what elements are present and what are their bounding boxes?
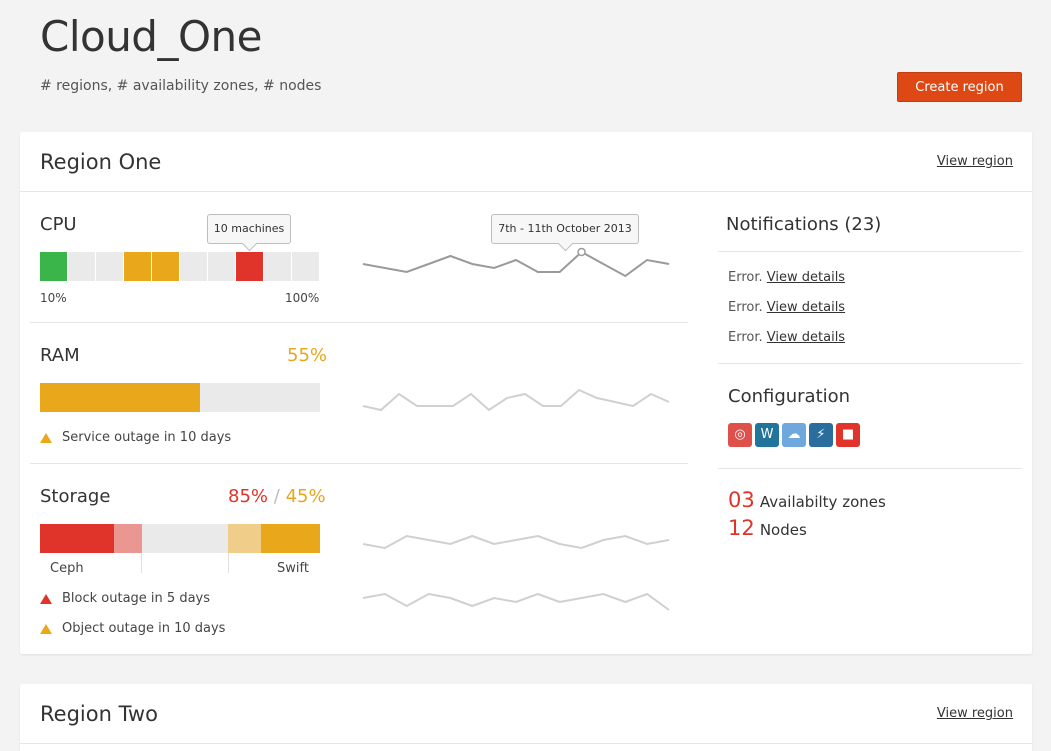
ceph-label: Ceph [50,561,84,576]
region-title: Region Two [40,702,158,726]
wordpress-icon[interactable]: W [755,423,779,447]
storage-object-sparkline [362,592,670,611]
create-region-button[interactable]: Create region [897,72,1022,102]
ram-bar-fill [40,383,200,412]
ram-percent: 55% [287,345,328,366]
storage-tick [141,553,142,573]
cpu-sparkline [362,247,670,278]
block-outage-alert: Block outage in 5 days [62,591,211,606]
ram-label: RAM [40,345,80,366]
divider [718,468,1022,469]
warning-icon [40,433,52,443]
cpu-cell-empty [180,252,207,281]
ram-bar [40,383,320,412]
cpu-cell-empty [68,252,95,281]
notifications-title: Notifications (23) [726,214,882,235]
cpu-cell-orange [152,252,179,281]
ceph-used-segment [40,524,114,553]
storage-percent-object: 45% [285,486,326,507]
error-icon [40,594,52,604]
cpu-cell-red [236,252,263,281]
sparkline-path [362,592,670,611]
swift-used-segment [261,524,320,553]
storage-tick [228,553,229,573]
ram-alert: Service outage in 10 days [62,430,232,445]
notification-item: Error. View details [728,300,846,315]
cpu-machines-tooltip: 10 machines [207,214,291,244]
cpu-cell-empty [208,252,235,281]
warning-icon [40,624,52,634]
zones-label: Availabilty zones [759,493,886,511]
region-one-card: Region One View region CPU 10 machines 1… [20,132,1032,654]
view-region-link[interactable]: View region [936,154,1013,169]
sparkline-path [362,534,670,550]
storage-percent: 85% / 45% [228,486,326,507]
configuration-icons: ◎ W ☁ ⚡ ■ [728,423,888,447]
region-title: Region One [40,150,162,174]
ram-sparkline [362,388,670,412]
zones-stat: 03 Availabilty zones [728,488,886,512]
region-two-header: Region Two View region [20,684,1032,744]
juju-icon[interactable]: ■ [836,423,860,447]
cpu-cell-orange [124,252,151,281]
cpu-label: CPU [40,214,77,235]
divider [30,463,688,464]
cpu-cell-empty [264,252,291,281]
swift-reserved-segment [228,524,261,553]
divider [718,251,1022,252]
cpu-cell-green [40,252,67,281]
sparkline-path [362,388,670,412]
notification-item: Error. View details [728,330,846,345]
nodes-stat: 12 Nodes [728,516,807,540]
swift-label: Swift [277,561,309,576]
cpu-cell-empty [292,252,319,281]
cpu-min-label: 10% [40,291,67,305]
view-details-link[interactable]: View details [766,270,846,285]
configuration-title: Configuration [728,386,851,407]
notification-item: Error. View details [728,270,846,285]
page-subtitle: # regions, # availability zones, # nodes [40,78,322,94]
cpu-max-label: 100% [285,291,320,305]
nodes-count: 12 [728,516,755,540]
sparkline-highlight-point[interactable] [577,247,586,257]
mysql-icon[interactable]: ⚡ [809,423,833,447]
view-details-link[interactable]: View details [766,300,846,315]
storage-percent-block: 85% [228,486,269,507]
cpu-bar [40,252,320,281]
storage-label: Storage [40,486,111,507]
page-title: Cloud_One [40,12,263,61]
region-one-header: Region One View region [20,132,1032,192]
nodes-label: Nodes [759,521,807,539]
storage-bar [40,524,320,553]
ceph-reserved-segment [114,524,142,553]
object-outage-alert: Object outage in 10 days [62,621,226,636]
openstack-icon[interactable]: ◎ [728,423,752,447]
region-two-card: Region Two View region [20,684,1032,751]
cpu-cell-empty [96,252,123,281]
sparkline-path [362,250,670,278]
view-region-link[interactable]: View region [936,706,1013,721]
hadoop-icon[interactable]: ☁ [782,423,806,447]
divider [718,363,1022,364]
divider [30,322,688,323]
storage-block-sparkline [362,534,670,550]
view-details-link[interactable]: View details [766,330,846,345]
storage-percent-separator: / [273,486,280,507]
date-range-tooltip: 7th - 11th October 2013 [491,214,639,244]
zones-count: 03 [728,488,755,512]
